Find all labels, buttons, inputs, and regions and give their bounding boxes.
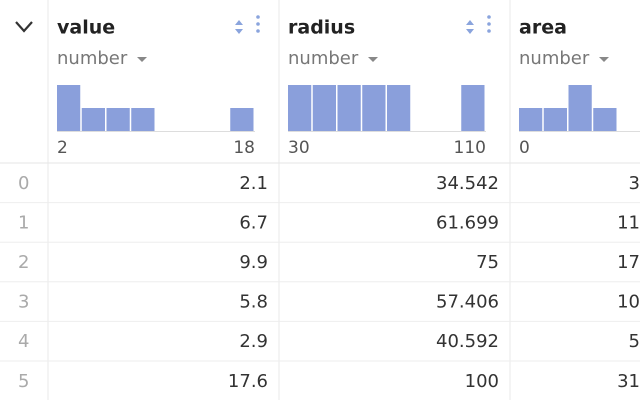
cell-value: 57.406 (436, 292, 499, 313)
cell-value: 34.542 (436, 173, 499, 194)
range-min: 0 (519, 138, 530, 158)
row-index: 4 (18, 331, 29, 352)
cell-value: 5.8 (239, 292, 268, 313)
histogram-bar (57, 85, 81, 131)
row-index: 1 (18, 212, 29, 233)
histogram-bar (568, 85, 592, 131)
sort-icon[interactable] (466, 20, 474, 34)
histogram-bar (519, 108, 543, 131)
type-dropdown[interactable] (599, 57, 609, 62)
cell-value: 61.699 (436, 212, 499, 233)
cell-value: 40.592 (436, 331, 499, 352)
cell-value: 31 (617, 371, 640, 392)
column-name[interactable]: radius (288, 17, 355, 39)
histogram-bar (593, 108, 617, 131)
range-max: 18 (233, 138, 255, 158)
histogram-bar (288, 85, 312, 131)
row-index: 0 (18, 173, 29, 194)
type-dropdown[interactable] (368, 57, 378, 62)
histogram-bar (337, 85, 361, 131)
cell-value: 100 (465, 371, 499, 392)
cell-value: 17 (617, 252, 640, 273)
range-min: 30 (288, 138, 310, 158)
cell-value: 2.1 (239, 173, 268, 194)
menu-dot[interactable] (256, 22, 260, 26)
cell-value: 5 (629, 331, 640, 352)
cell-value: 75 (476, 252, 499, 273)
range-max: 110 (454, 138, 486, 158)
column-type[interactable]: number (519, 48, 590, 69)
range-min: 2 (57, 138, 68, 158)
cell-value: 17.6 (228, 371, 268, 392)
collapse-chevron[interactable] (15, 21, 33, 33)
cell-value: 2.9 (239, 331, 268, 352)
sort-icon[interactable] (235, 20, 243, 34)
histogram-bar (312, 85, 336, 131)
menu-dot[interactable] (487, 29, 491, 33)
histogram-bar (131, 108, 155, 131)
histogram-bar (461, 85, 485, 131)
cell-value: 11 (617, 212, 640, 233)
column-type[interactable]: number (57, 48, 128, 69)
column-type[interactable]: number (288, 48, 359, 69)
type-dropdown[interactable] (137, 57, 147, 62)
histogram-bar (106, 108, 130, 131)
row-index: 3 (18, 292, 29, 313)
histogram-bar (230, 108, 254, 131)
menu-dot[interactable] (256, 15, 260, 19)
histogram-bar (543, 108, 567, 131)
row-index: 5 (18, 371, 29, 392)
column-name[interactable]: area (519, 17, 567, 39)
cell-value: 9.9 (239, 252, 268, 273)
row-index: 2 (18, 252, 29, 273)
histogram-bar (81, 108, 105, 131)
menu-dot[interactable] (487, 22, 491, 26)
histogram-bar (362, 85, 386, 131)
histogram-bar (387, 85, 411, 131)
column-name[interactable]: value (57, 17, 115, 39)
cell-value: 10 (617, 292, 640, 313)
menu-dot[interactable] (256, 29, 260, 33)
cell-value: 6.7 (239, 212, 268, 233)
menu-dot[interactable] (487, 15, 491, 19)
cell-value: 3 (629, 173, 640, 194)
